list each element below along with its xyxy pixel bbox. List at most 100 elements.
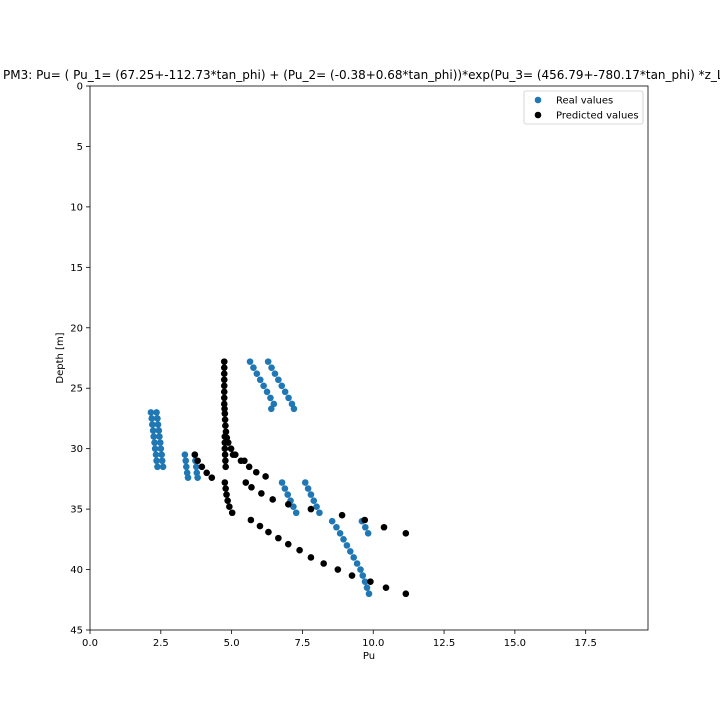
data-point [153,457,160,465]
data-point [267,405,275,413]
data-point [310,497,318,504]
data-point [363,584,371,591]
data-point [159,463,167,471]
data-point [275,376,282,384]
data-point [292,509,300,517]
data-point [359,572,367,579]
data-point [278,479,286,486]
plot-area [89,85,649,631]
data-point [221,479,229,486]
data-point [250,364,257,371]
data-point [271,370,279,378]
data-point [301,479,309,486]
data-point [194,457,201,465]
data-point [365,590,373,598]
data-point [402,590,410,598]
data-point [181,451,189,459]
data-point [222,457,229,465]
data-point [252,468,260,476]
data-point [151,445,159,452]
x-tick-label: 2.5 [153,638,169,649]
legend-entry-label: Real values [556,96,613,107]
data-point [191,451,199,459]
data-point [224,497,231,504]
data-point [256,376,264,384]
x-tick-label: 7.5 [294,638,310,649]
data-point [270,400,278,408]
data-point [245,463,253,471]
data-point [260,382,267,390]
data-point [153,409,160,416]
x-axis: 0.0 2.5 5.0 7.5 10.0 12.5 15.0 17.5 [82,630,597,649]
data-point [220,400,228,408]
data-point [208,474,216,481]
data-point [278,382,286,390]
data-point [229,451,237,459]
y-tick-label: 15 [70,263,83,274]
y-tick-label: 0 [77,82,83,93]
data-point [333,523,340,531]
data-point [402,529,410,537]
data-point [361,578,369,585]
data-point [194,474,201,481]
data-point [155,427,163,434]
data-point [304,485,312,492]
data-point [338,511,346,519]
chart-title: PM3: Pu= ( Pu_1= (67.25+-112.73*tan_phi)… [3,68,720,82]
data-point [248,484,255,491]
data-point [307,554,315,561]
y-axis: 0 5 10 15 20 25 30 35 40 45 [70,82,90,637]
data-point [222,422,229,429]
y-tick-label: 35 [70,505,83,516]
data-point [281,485,289,492]
data-point [334,566,342,573]
data-point [380,523,388,531]
data-point [152,451,160,459]
data-point [353,560,361,567]
data-point [284,540,292,548]
data-point [256,522,264,530]
data-point [296,546,303,554]
data-point [220,394,228,402]
data-point [336,529,344,537]
data-point [149,421,156,428]
plot-frame [89,85,649,631]
data-point [382,584,390,591]
data-point [220,364,228,371]
x-axis-label: Pu [363,651,375,662]
data-point [158,457,166,465]
data-point [328,517,336,525]
legend-entry-label: Predicted values [556,111,639,122]
data-point [221,433,229,440]
data-point [183,463,190,471]
data-point [221,405,228,413]
x-tick-label: 5.0 [224,638,240,649]
data-point [223,491,230,498]
data-point [221,439,229,446]
data-point [150,433,158,440]
data-point [284,491,292,498]
y-tick-label: 10 [70,202,83,213]
data-point [221,410,229,417]
data-point [316,509,323,517]
y-tick-label: 40 [70,565,83,576]
data-point [253,370,261,378]
data-point [362,523,369,531]
data-point [158,451,165,459]
data-point [154,421,162,428]
data-point [157,445,165,452]
series-real-values [147,358,373,598]
data-point [198,463,206,471]
legend: Real values Predicted values [523,90,644,125]
x-tick-label: 15.0 [504,638,526,649]
data-point [320,560,327,567]
data-point [156,439,164,446]
y-tick-label: 25 [70,384,83,395]
x-tick-label: 0.0 [82,638,98,649]
series-predicted-values [191,358,410,598]
data-point [367,578,374,585]
data-point [307,491,315,498]
data-point [290,405,298,413]
x-tick-label: 12.5 [433,638,455,649]
